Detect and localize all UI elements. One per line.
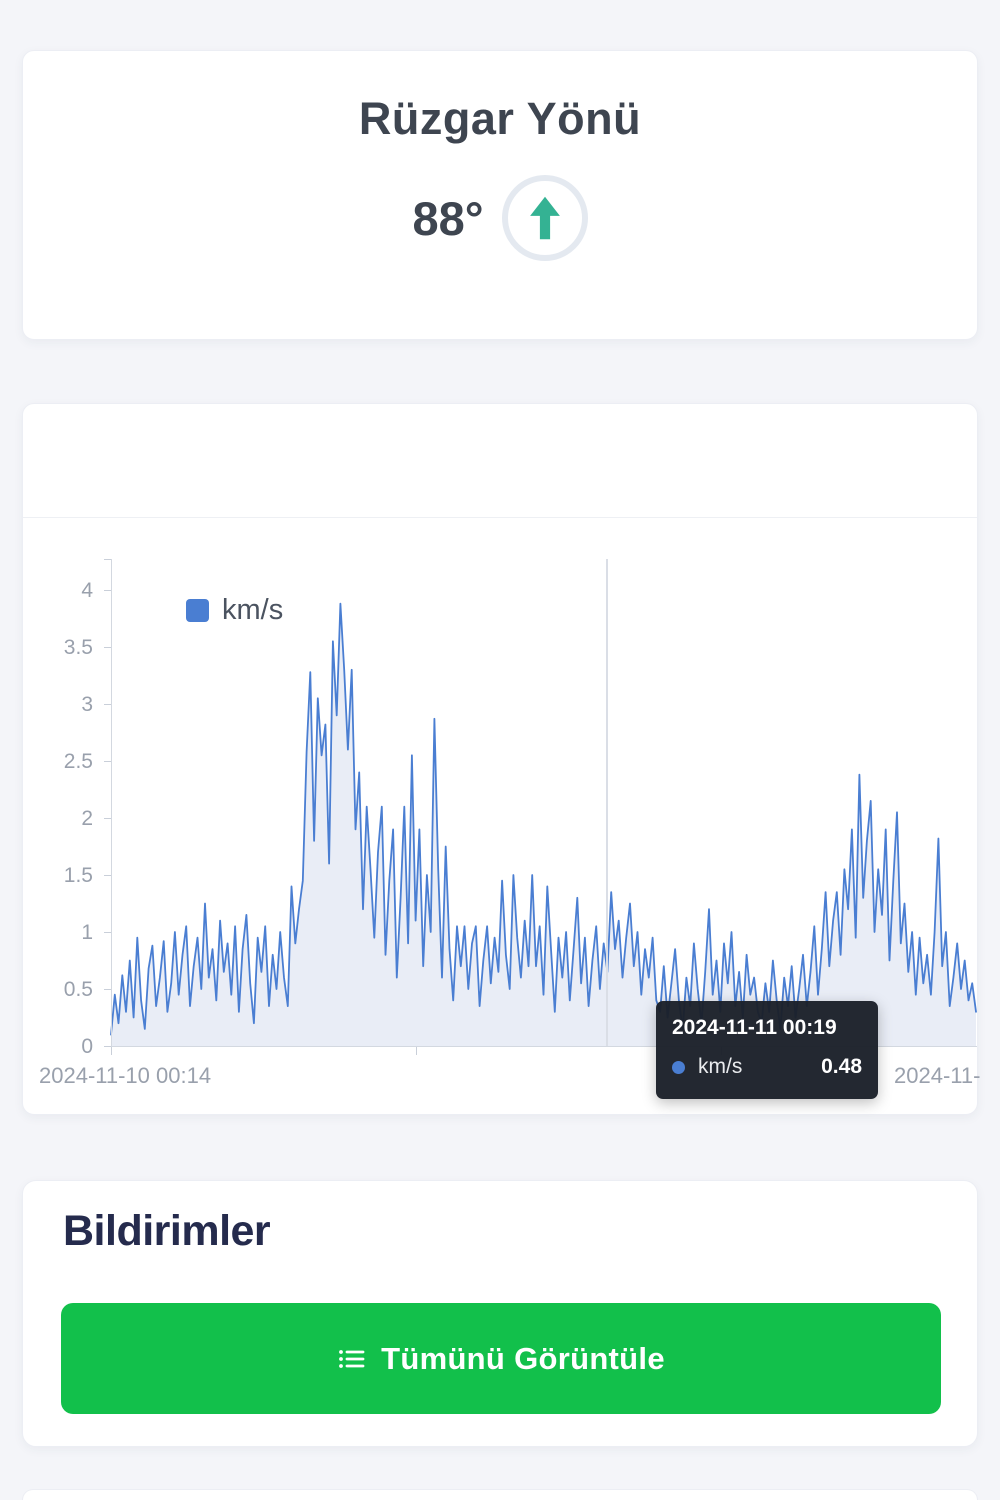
view-all-button[interactable]: Tümünü Görüntüle (61, 1303, 941, 1414)
chart-plot-area[interactable] (23, 518, 979, 1114)
x-axis-tick (111, 1047, 112, 1055)
wind-value-row: 88° (23, 175, 977, 261)
y-axis-tick-label: 4 (81, 579, 93, 602)
y-axis-tick-label: 0 (81, 1035, 93, 1058)
tooltip-series-dot-icon (672, 1060, 685, 1074)
chart-card-header (23, 404, 977, 518)
notifications-title: Bildirimler (63, 1207, 271, 1255)
y-axis-tick-label: 3 (81, 693, 93, 716)
chart-legend[interactable]: km/s (186, 594, 283, 627)
chart-tooltip: 2024-11-11 00:19 km/s 0.48 (656, 1001, 878, 1099)
y-axis-tick-label: 1 (81, 921, 93, 944)
wind-speed-chart-card: 0 0.5 1 1.5 2 2.5 3 3.5 4 km/s 2024-11-10 00:14 … (22, 403, 981, 1115)
y-axis-line (111, 559, 112, 1046)
list-icon (339, 1349, 365, 1368)
tooltip-timestamp: 2024-11-11 00:19 (672, 1016, 837, 1039)
y-axis-tick (104, 647, 111, 648)
y-axis-tick (104, 1046, 111, 1047)
notifications-card: Bildirimler Tümünü Görüntüle (22, 1180, 978, 1447)
y-axis-tick (104, 932, 111, 933)
y-axis-tick-label: 1.5 (63, 864, 93, 887)
legend-swatch-icon (186, 599, 209, 622)
y-axis-tick-label: 2 (81, 807, 93, 830)
x-axis-line (111, 1046, 977, 1047)
next-card-top-edge (22, 1489, 978, 1500)
y-axis-tick-label: 2.5 (63, 750, 93, 773)
wind-card-title: Rüzgar Yönü (358, 93, 642, 144)
y-axis-tick (104, 559, 111, 560)
axis-pointer-line (606, 559, 608, 1046)
tooltip-series-value: 0.48 (821, 1055, 862, 1078)
tooltip-series-name: km/s (698, 1055, 743, 1078)
legend-label: km/s (222, 594, 284, 626)
y-axis-tick-label: 0.5 (63, 978, 93, 1001)
y-axis-tick (104, 989, 111, 990)
y-axis-tick (104, 761, 111, 762)
wind-degrees-value: 88° (412, 191, 484, 245)
x-axis-tick (416, 1047, 417, 1055)
y-axis-tick (104, 704, 111, 705)
tooltip-series-row: km/s 0.48 (672, 1055, 862, 1079)
wind-compass-dial (501, 175, 588, 261)
x-axis-label-end: 2024-11- (894, 1063, 981, 1088)
y-axis-tick (104, 875, 111, 876)
y-axis-tick (104, 590, 111, 591)
up-arrow-icon (529, 196, 560, 240)
x-axis-label-start: 2024-11-10 00:14 (39, 1063, 212, 1088)
wind-speed-chart[interactable]: 0 0.5 1 1.5 2 2.5 3 3.5 4 km/s 2024-11-10 00:14 … (23, 518, 981, 1114)
y-axis-tick (104, 818, 111, 819)
y-axis-tick-label: 3.5 (63, 636, 93, 659)
view-all-button-label: Tümünü Görüntüle (381, 1340, 665, 1376)
wind-direction-card: Rüzgar Yönü 88° (22, 50, 978, 340)
